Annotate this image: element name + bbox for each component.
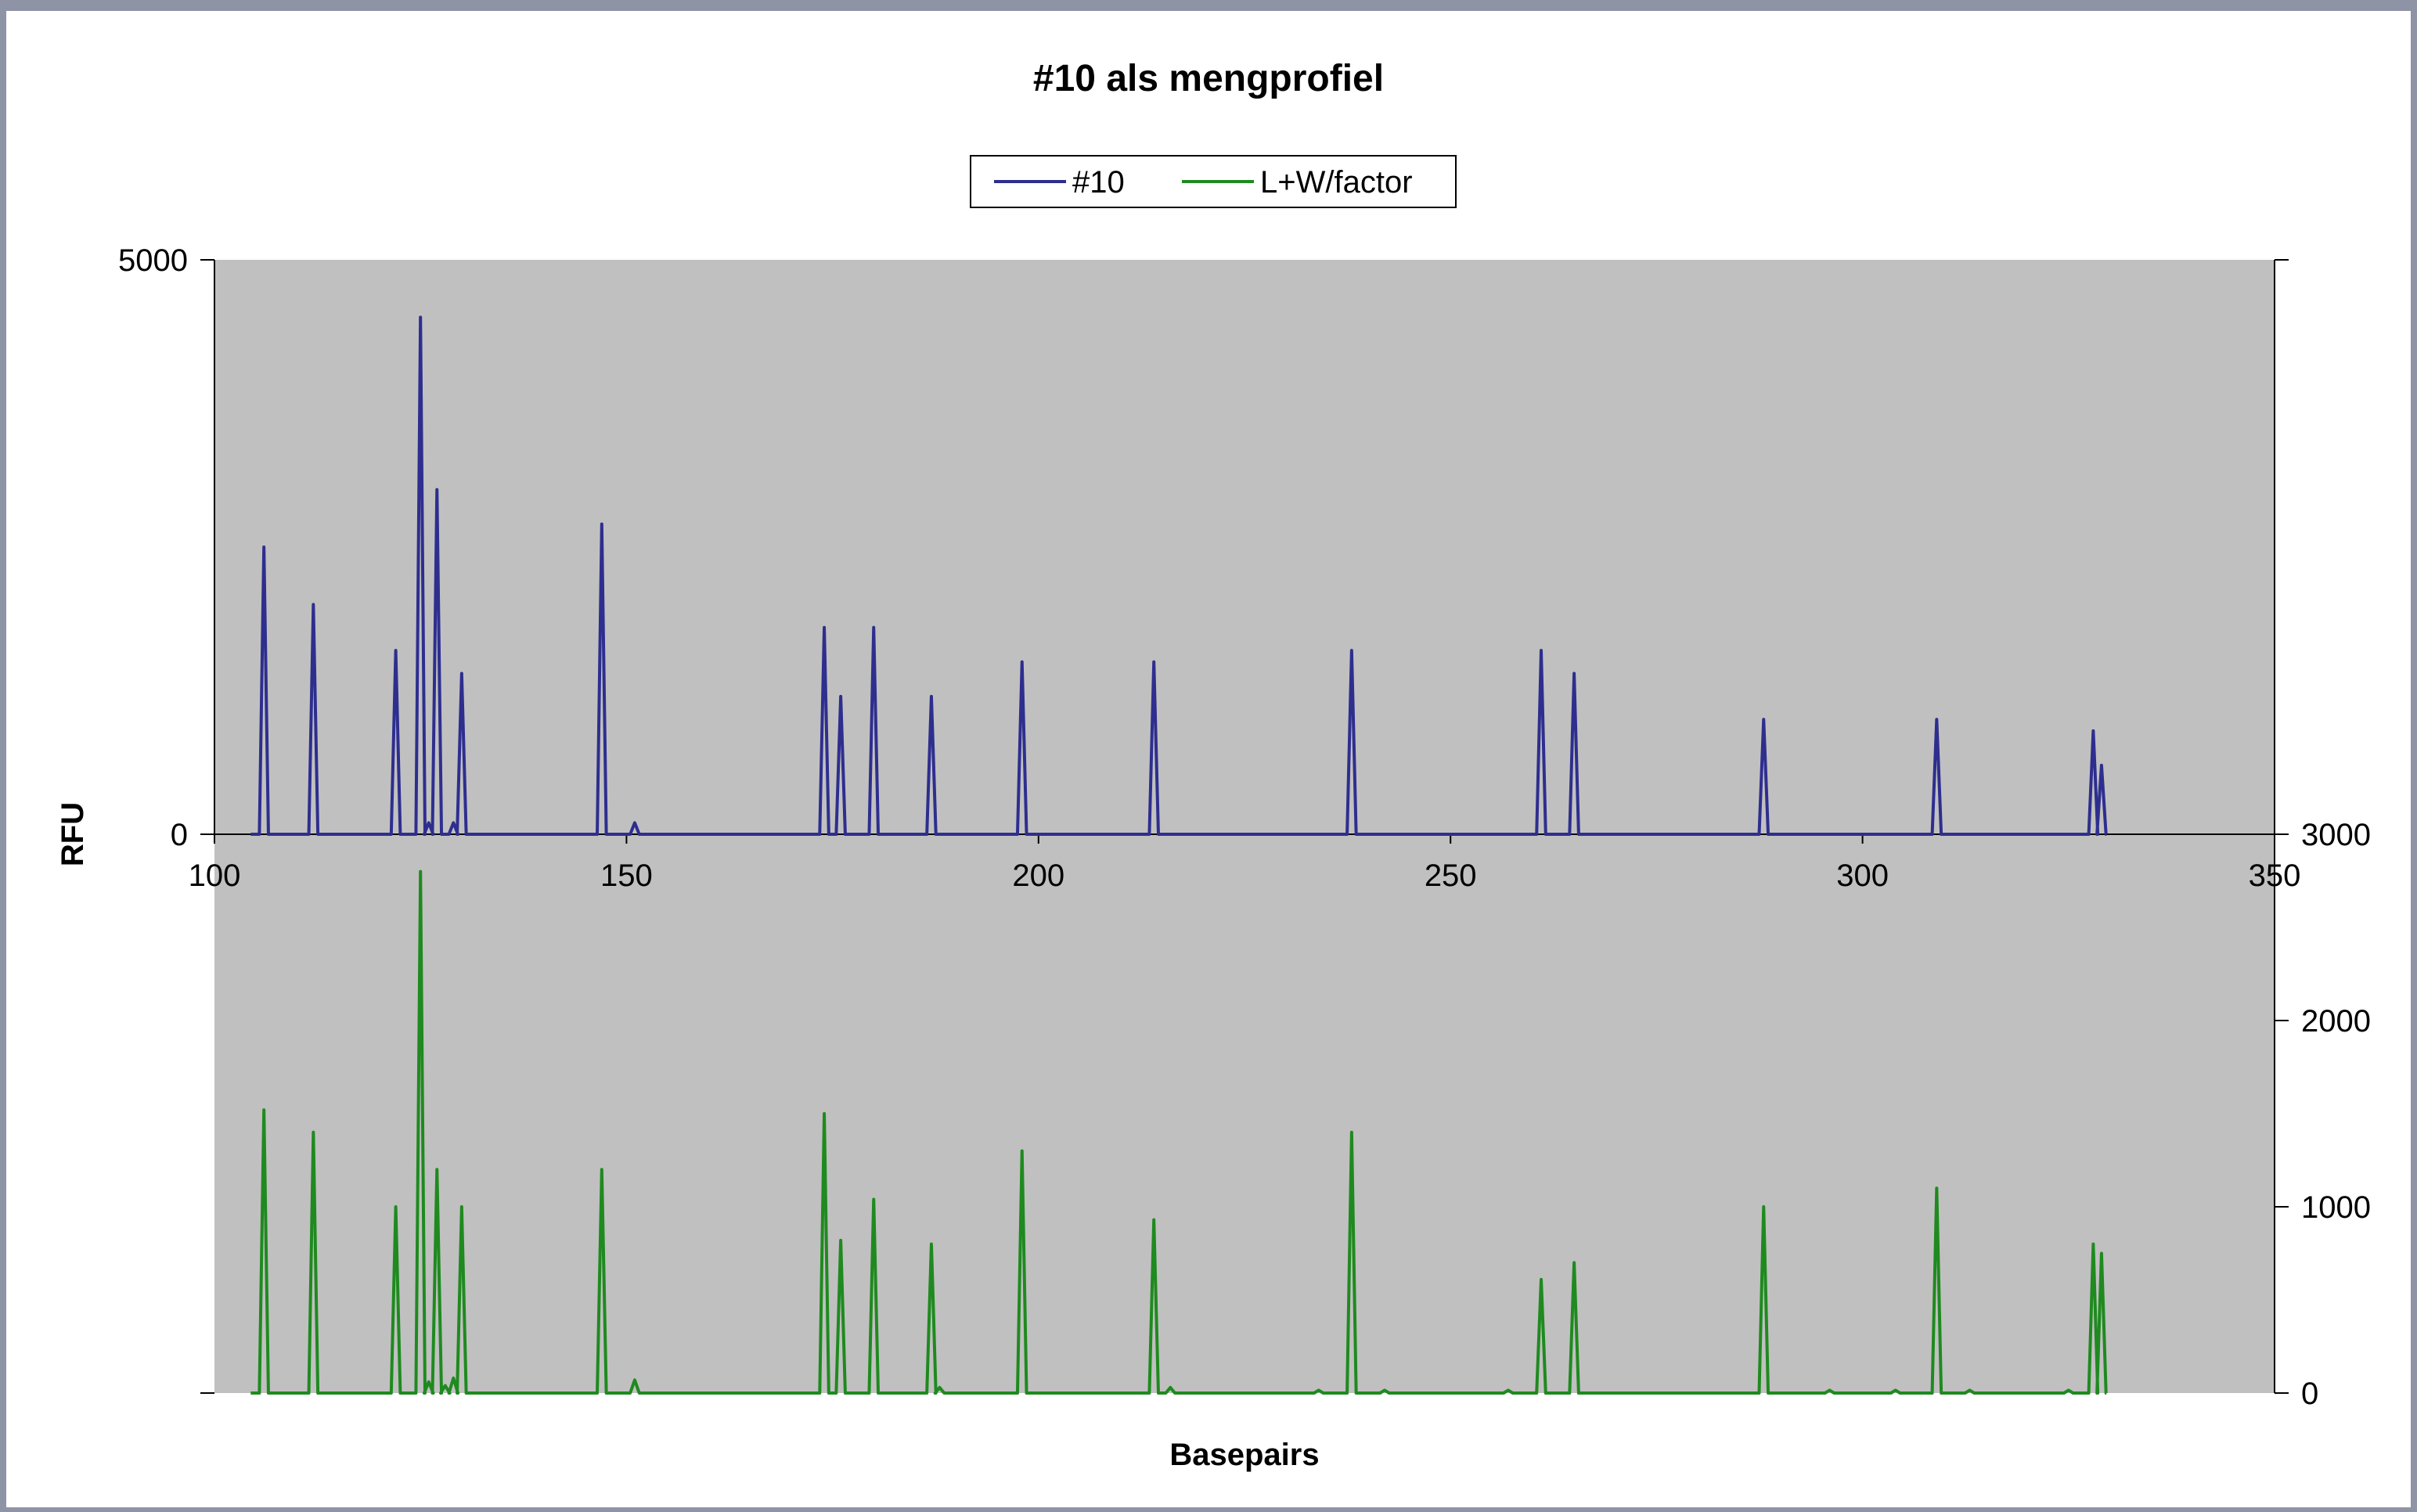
right-tick-label: 2000 — [2301, 1004, 2371, 1039]
series-line-2 — [250, 869, 2108, 1395]
x-tick-label: 350 — [2249, 859, 2301, 893]
series-line-1 — [250, 315, 2108, 836]
y-axis-title: RFU — [56, 802, 90, 866]
legend: #10 L+W/factor — [970, 155, 1457, 208]
chart-frame: #10 als mengprofiel #10 L+W/factor 5000 … — [6, 11, 2411, 1507]
x-axis-title: Basepairs — [1169, 1438, 1319, 1472]
series-lines — [250, 315, 2108, 1395]
legend-label-series-1: #10 — [1072, 165, 1125, 200]
x-tick-label: 100 — [189, 859, 241, 893]
legend-label-series-2: L+W/factor — [1260, 165, 1413, 200]
x-axis-ticks: 100 150 200 250 300 350 — [189, 834, 2301, 893]
right-tick-label: 1000 — [2301, 1190, 2371, 1225]
right-axis-ticks: 0 1000 2000 3000 — [2275, 818, 2371, 1411]
right-tick-label: 3000 — [2301, 818, 2371, 852]
x-tick-label: 200 — [1012, 859, 1064, 893]
left-tick-label-top: 5000 — [118, 243, 188, 278]
x-tick-label: 300 — [1836, 859, 1889, 893]
right-tick-label: 0 — [2301, 1377, 2318, 1411]
x-tick-label: 250 — [1425, 859, 1477, 893]
plot-area — [214, 260, 2275, 1393]
chart-title: #10 als mengprofiel — [1033, 58, 1384, 99]
left-tick-label-bottom: 0 — [171, 818, 188, 852]
chart-canvas: #10 als mengprofiel #10 L+W/factor 5000 … — [56, 58, 2371, 1472]
x-tick-label: 150 — [600, 859, 653, 893]
